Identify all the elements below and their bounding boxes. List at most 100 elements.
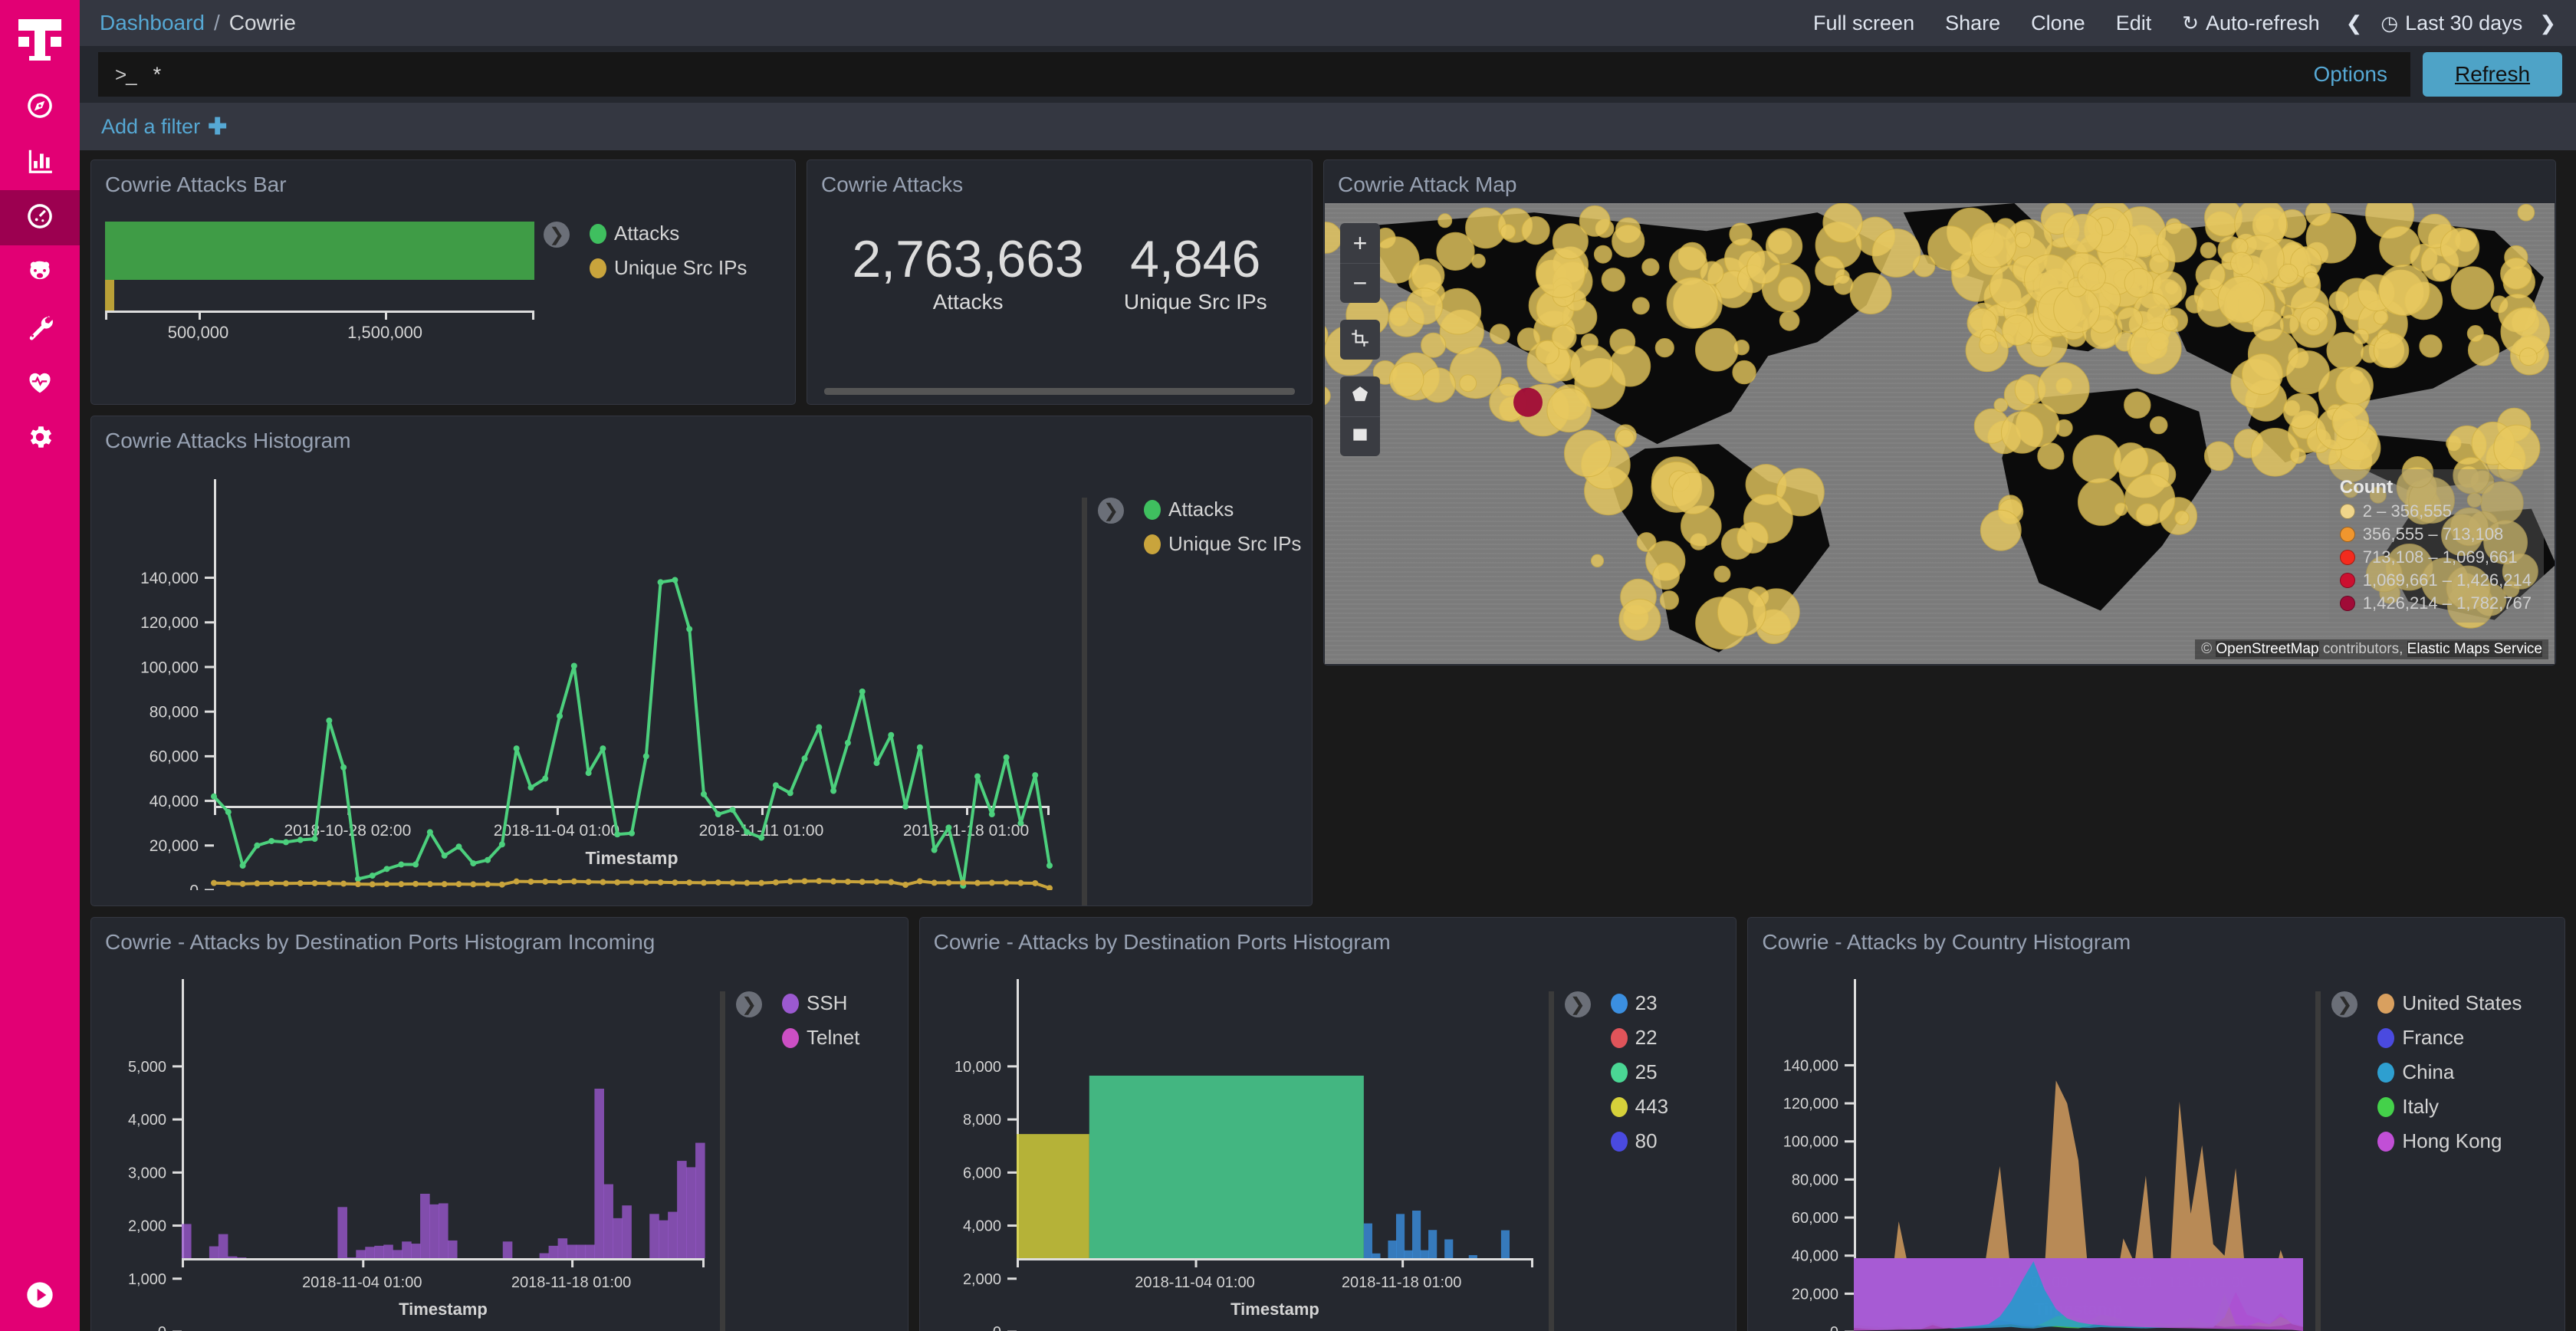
legend-collapse-button[interactable]: ❯ <box>1564 991 1591 1017</box>
map-legend-item: 1,069,661 – 1,426,214 <box>2339 570 2532 590</box>
sidebar-item-management[interactable] <box>0 411 80 466</box>
copyright-icon: © <box>2201 641 2213 657</box>
bar-unique-src-ips[interactable] <box>105 280 114 311</box>
bear-icon <box>25 257 54 290</box>
sidebar-item-dev-tools[interactable] <box>0 301 80 356</box>
sidebar-item-play[interactable] <box>0 1262 80 1331</box>
tmobile-logo[interactable] <box>0 0 80 80</box>
country-histogram-svg[interactable]: 0 20,000 40,000 60,000 80,000 100,000 120,000 1… <box>1748 964 2315 1331</box>
draw-polygon-button[interactable] <box>1340 376 1380 416</box>
time-next-button[interactable]: ❯ <box>2530 0 2565 46</box>
breadcrumb-dashboard-link[interactable]: Dashboard <box>100 11 205 35</box>
panel-title: Cowrie - Attacks by Destination Ports Hi… <box>933 930 1391 954</box>
sidebar-item-discover[interactable] <box>0 80 80 135</box>
map-attribution: © OpenStreetMap contributors, Elastic Ma… <box>2195 639 2548 659</box>
panel-title: Cowrie - Attacks by Destination Ports Hi… <box>105 930 656 954</box>
panel-dest-ports[interactable]: Cowrie - Attacks by Destination Ports Hi… <box>918 917 1737 1331</box>
svg-text:0: 0 <box>1830 1324 1838 1331</box>
legend-color-dot <box>1610 1062 1628 1083</box>
histogram-svg[interactable]: 0 20,000 40,000 60,000 80,000 100,000 120,000 1… <box>91 461 1080 890</box>
edit-button[interactable]: Edit <box>2115 11 2152 35</box>
metric-unique-src-ips[interactable]: 4,846 Unique Src IPs <box>1124 233 1267 314</box>
legend-item[interactable]: 23 <box>1610 991 1668 1015</box>
sidebar-item-visualize[interactable] <box>0 135 80 190</box>
legend-label: Hong Kong <box>2402 1129 2502 1152</box>
clock-icon: ◷ <box>2380 11 2399 35</box>
ems-attribution-link[interactable]: Elastic Maps Service <box>2407 641 2542 657</box>
query-options-link[interactable]: Options <box>2313 62 2388 86</box>
fit-bounds-button[interactable] <box>1340 320 1380 360</box>
plot-area[interactable]: 0 20,000 40,000 60,000 80,000 100,000 120,000 1… <box>1748 964 2315 1331</box>
legend-collapse-button[interactable]: ❯ <box>1098 498 1124 524</box>
zoom-out-button[interactable]: − <box>1340 263 1380 303</box>
legend-item[interactable]: France <box>2377 1026 2522 1050</box>
legend-color-dot <box>2377 993 2395 1014</box>
compass-icon <box>25 91 54 124</box>
sidebar-item-apm[interactable] <box>0 245 80 301</box>
svg-text:2018-10-28 02:00: 2018-10-28 02:00 <box>284 822 411 840</box>
metric-attacks[interactable]: 2,763,663 Attacks <box>852 233 1084 314</box>
plot-area[interactable]: 0 1,000 2,000 3,000 4,000 5,000 2018-11-04 01:… <box>91 964 720 1331</box>
add-filter-button[interactable]: Add a filter ✚ <box>101 113 227 140</box>
histogram-plot-area[interactable]: 0 20,000 40,000 60,000 80,000 100,000 120,000 1… <box>91 461 1082 905</box>
legend-color-dot <box>782 993 799 1014</box>
legend-item[interactable]: 80 <box>1610 1129 1668 1153</box>
osm-attribution-link[interactable]: OpenStreetMap <box>2216 641 2319 657</box>
sidebar-item-monitoring[interactable] <box>0 356 80 411</box>
legend-item[interactable]: Hong Kong <box>2377 1129 2522 1153</box>
legend-item[interactable]: United States <box>2377 991 2522 1015</box>
panel-cowrie-attack-map[interactable]: Cowrie Attack Map + − <box>1323 159 2556 666</box>
zoom-in-button[interactable]: + <box>1352 228 1368 257</box>
dest-ports-incoming-svg[interactable]: 0 1,000 2,000 3,000 4,000 5,000 2018-11-04 01:… <box>91 964 720 1331</box>
legend-item[interactable]: Attacks <box>1144 498 1301 521</box>
search-input[interactable]: >_ * Options <box>98 52 2410 97</box>
legend-item[interactable]: Attacks <box>590 222 747 245</box>
bar-attacks[interactable] <box>105 222 534 280</box>
plus-icon: ✚ <box>208 113 228 140</box>
panel-title: Cowrie - Attacks by Country Histogram <box>1762 930 2131 954</box>
legend-item[interactable]: Italy <box>2377 1095 2522 1119</box>
legend-item[interactable]: Unique Src IPs <box>590 256 747 280</box>
panel-scrollbar[interactable] <box>824 388 1295 395</box>
legend-item[interactable]: Unique Src IPs <box>1144 532 1301 556</box>
legend-item[interactable]: Telnet <box>782 1026 859 1050</box>
panel-dest-ports-incoming[interactable]: Cowrie - Attacks by Destination Ports Hi… <box>90 917 909 1331</box>
panel-cowrie-attacks-bar[interactable]: Cowrie Attacks Bar <box>90 159 796 405</box>
svg-text:2018-11-04 01:00: 2018-11-04 01:00 <box>302 1274 422 1291</box>
clone-button[interactable]: Clone <box>2031 11 2085 35</box>
auto-refresh-button[interactable]: ↻ Auto-refresh <box>2182 11 2320 35</box>
panel-country-histogram[interactable]: Cowrie - Attacks by Country Histogram 0 2… <box>1747 917 2566 1331</box>
time-prev-button[interactable]: ❮ <box>2335 0 2374 46</box>
svg-text:6,000: 6,000 <box>963 1165 1001 1181</box>
share-button[interactable]: Share <box>1945 11 2001 35</box>
dest-ports-svg[interactable]: 0 2,000 4,000 6,000 8,000 10,000 2018-11-04 01… <box>920 964 1549 1331</box>
legend-item[interactable]: 443 <box>1610 1095 1668 1119</box>
legend-item[interactable]: China <box>2377 1060 2522 1084</box>
filter-bar: Add a filter ✚ <box>80 103 2576 150</box>
draw-rectangle-button[interactable] <box>1340 416 1380 456</box>
legend-collapse-button[interactable]: ❯ <box>736 991 762 1017</box>
map-legend: Count 2 – 356,555 356,555 – 713,108 <box>2328 469 2544 623</box>
polygon-icon <box>1350 383 1370 411</box>
legend-collapse-button[interactable]: ❯ <box>544 222 570 248</box>
panel-title: Cowrie Attacks Bar <box>105 173 287 196</box>
legend-collapse-button[interactable]: ❯ <box>2331 991 2358 1017</box>
metric-value: 4,846 <box>1130 230 1261 288</box>
terminal-prompt-icon: >_ <box>115 62 137 86</box>
svg-text:60,000: 60,000 <box>150 748 199 766</box>
legend-item[interactable]: SSH <box>782 991 859 1015</box>
sidebar-item-dashboard[interactable] <box>0 190 80 245</box>
plot-area[interactable]: 0 2,000 4,000 6,000 8,000 10,000 2018-11-04 01… <box>920 964 1549 1331</box>
tmobile-t-icon <box>18 19 61 61</box>
metric-body: 2,763,663 Attacks 4,846 Unique Src IPs <box>807 197 1312 350</box>
legend-item[interactable]: 22 <box>1610 1026 1668 1050</box>
bar-chart-icon <box>25 146 54 179</box>
panel-cowrie-attacks-histogram[interactable]: Cowrie Attacks Histogram 0 20,000 40,000 60… <box>90 416 1313 906</box>
svg-text:2018-11-18 01:00: 2018-11-18 01:00 <box>511 1274 631 1291</box>
refresh-button[interactable]: Refresh <box>2423 52 2562 97</box>
time-range-button[interactable]: ◷ Last 30 days <box>2373 0 2530 46</box>
legend-item[interactable]: 25 <box>1610 1060 1668 1084</box>
full-screen-button[interactable]: Full screen <box>1813 11 1915 35</box>
panel-cowrie-attacks-metric[interactable]: Cowrie Attacks 2,763,663 Attacks 4,846 U… <box>807 159 1313 405</box>
map-canvas[interactable]: + − <box>1325 203 2555 664</box>
